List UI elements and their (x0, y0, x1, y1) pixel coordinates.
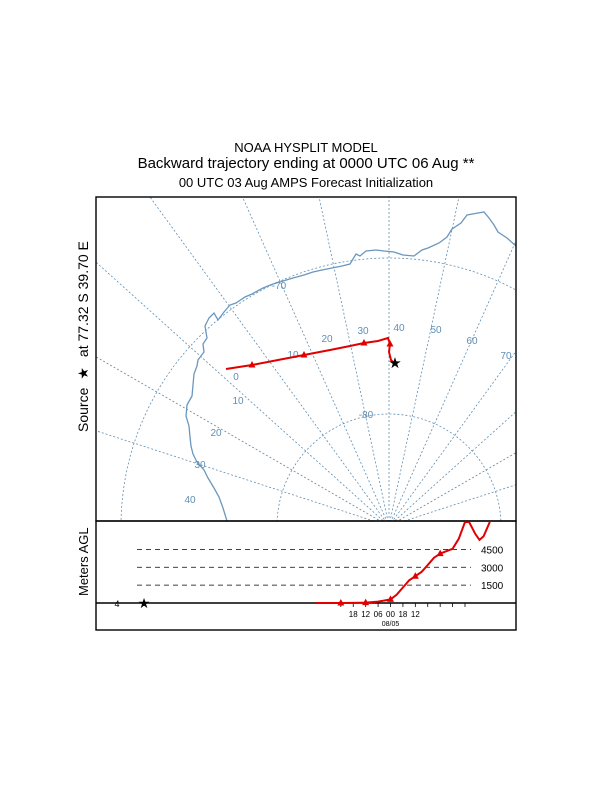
longitude-label: 10 (232, 396, 244, 407)
meridian-line (96, 356, 382, 521)
trajectory-marker (300, 351, 308, 358)
chart-subtitle: 00 UTC 03 Aug AMPS Forecast Initializati… (178, 175, 434, 190)
x-tick-label: 06 (374, 610, 383, 619)
height-profile-line (316, 522, 491, 604)
reference-level-label: 4500 (481, 545, 504, 556)
x-tick-label: 18 (349, 610, 358, 619)
x-tick-label: 18 (398, 610, 407, 619)
start-label: 4 (114, 599, 119, 609)
meridian-line (392, 350, 516, 521)
source-label: Source★at 77.32 S 39.70 E (75, 241, 91, 432)
meridian-line (393, 411, 516, 521)
reference-level-label: 3000 (481, 563, 504, 574)
longitude-label: 30 (357, 326, 369, 337)
model-name: NOAA HYSPLIT MODEL (234, 140, 378, 155)
longitude-label: 50 (430, 325, 442, 336)
date-label: 08/05 (382, 621, 400, 628)
chart-title: Backward trajectory ending at 0000 UTC 0… (137, 155, 475, 172)
source-star-icon: ★ (388, 355, 401, 372)
profile-star-icon: ★ (138, 595, 151, 611)
latitude-label: -70 (272, 281, 287, 292)
trajectory-marker (386, 340, 394, 347)
map-frame (95, 196, 517, 522)
meridian-line (242, 197, 388, 521)
longitude-label: 40 (184, 495, 196, 506)
longitude-label: 40 (393, 323, 405, 334)
profile-frame (95, 520, 517, 631)
longitude-label: 0 (233, 372, 239, 383)
trajectory-marker (248, 361, 256, 368)
reference-level-label: 1500 (481, 581, 504, 592)
meridian-line (96, 430, 375, 521)
meridian-line (396, 452, 516, 521)
meridian-line (403, 484, 516, 521)
longitude-label: 30 (194, 460, 206, 471)
longitude-label: 60 (466, 336, 478, 347)
latitude-circle (276, 413, 502, 521)
height-profile-marker (411, 572, 419, 579)
x-tick-label: 00 (386, 610, 395, 619)
meridian-line (389, 197, 460, 521)
longitude-label: 20 (210, 428, 222, 439)
meridian-line (318, 197, 389, 521)
latitude-label: -80 (359, 410, 374, 421)
coastline (185, 211, 516, 521)
longitude-label: 10 (287, 350, 299, 361)
x-tick-label: 12 (361, 610, 370, 619)
map-grid-labels: 0 10 20 30 40 50 60 70 10 20 30 40 -70 -80 (184, 281, 512, 506)
latitude-circle (120, 257, 516, 521)
trajectory-path (225, 336, 396, 370)
meridian-line (96, 261, 385, 521)
height-profile-marker (387, 595, 394, 602)
longitude-label: 70 (500, 351, 512, 362)
height-profile-marker (362, 598, 370, 606)
profile-ylabel: Meters AGL (76, 527, 91, 596)
height-profile-marker (436, 549, 444, 557)
height-profile-marker (337, 599, 345, 606)
trajectory-marker (360, 339, 368, 346)
meridian-line (390, 239, 516, 521)
longitude-label: 20 (321, 334, 333, 345)
x-tick-label: 12 (411, 610, 420, 619)
meridian-line (149, 197, 386, 521)
